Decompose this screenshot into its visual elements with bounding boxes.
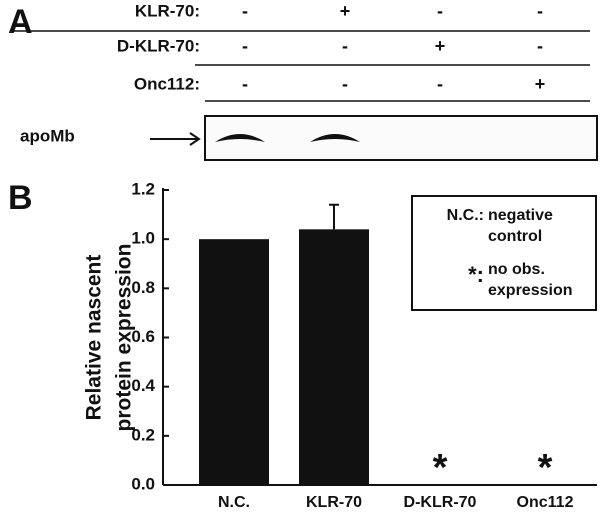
y-axis-label: Relative nascent [83,255,106,421]
bar [199,239,269,485]
blot-frame [204,115,598,161]
legend-text: expression [488,282,572,299]
legend-text: negative [488,207,553,224]
sign: - [537,1,543,21]
sign: - [437,74,443,94]
sign: - [242,1,248,21]
sign: + [435,36,446,56]
arrow-head [189,132,201,146]
legend-text: control [488,228,542,245]
y-tick-label: 1.2 [131,179,155,198]
x-tick-label: D-KLR-70 [404,494,477,511]
sign: - [342,36,348,56]
y-axis-label: protein expression [113,244,136,432]
legend-key: N.C.: [447,207,484,224]
sign: + [340,1,351,21]
sign: - [242,36,248,56]
sign: - [242,74,248,94]
no-expression-marker: * [433,447,448,489]
row-label: D-KLR-70: [117,36,200,55]
row-label: KLR-70: [135,1,200,20]
y-tick-label: 1.0 [131,229,155,248]
band-label: apoMb [20,126,75,145]
panel-label: A [8,3,33,41]
blot-band [310,134,360,142]
sign: + [535,74,546,94]
x-tick-label: Onc112 [517,494,574,511]
x-tick-label: N.C. [218,494,250,511]
legend-box [411,195,597,311]
panel-label: B [8,179,33,217]
no-expression-marker: * [538,447,553,489]
y-tick-label: 0.2 [131,425,155,444]
row-label: Onc112: [134,74,200,93]
y-tick-label: 0.8 [131,278,155,297]
legend-text: no obs. [488,261,545,278]
legend-key: *: [468,262,484,287]
y-tick-label: 0.4 [131,376,155,395]
blot-band [215,134,265,142]
bar [299,229,369,485]
sign: - [537,36,543,56]
sign: - [342,74,348,94]
y-tick-label: 0.6 [131,327,155,346]
sign: - [437,1,443,21]
x-tick-label: KLR-70 [306,494,362,511]
y-tick-label: 0.0 [131,474,155,493]
